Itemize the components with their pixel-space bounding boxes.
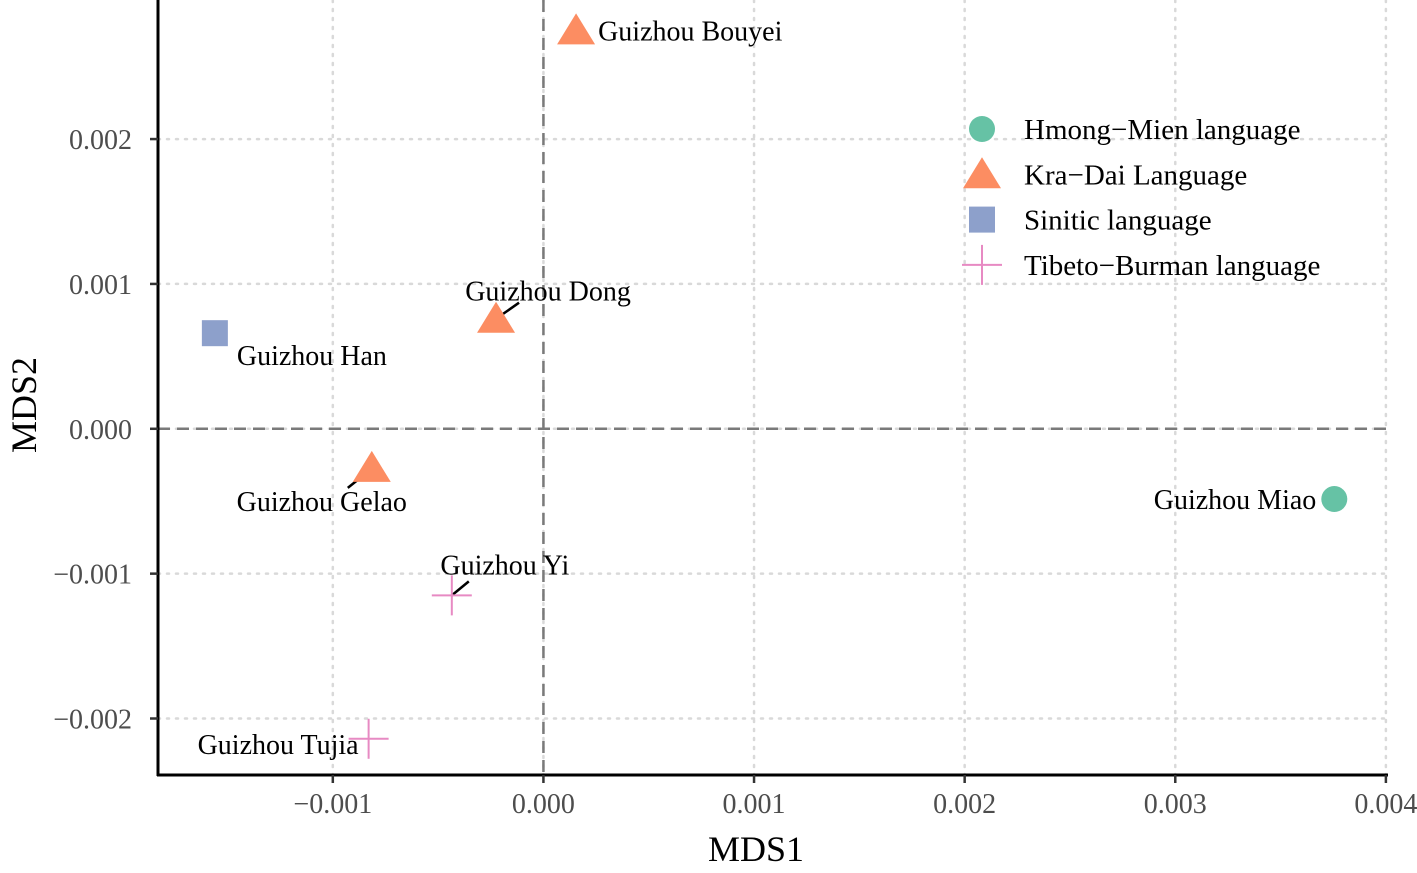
legend-key-tibeto-burman-language: [962, 244, 1002, 285]
x-tick-label-1: 0.000: [512, 789, 575, 820]
legend: Hmong−Mien language Kra−Dai Language Sinit…: [962, 114, 1320, 285]
legend-label-tibeto-burman-language: Tibeto−Burman language: [1024, 250, 1320, 282]
legend-key-kra-dai-language: [963, 157, 1001, 189]
label-guizhou-tujia: Guizhou Tujia: [198, 730, 360, 761]
legend-key-hmong-mien-language: [969, 116, 995, 142]
label-guizhou-dong: Guizhou Dong: [465, 277, 631, 308]
legend-label-sinitic-language: Sinitic language: [1024, 205, 1212, 237]
y-axis-title: MDS2: [4, 357, 44, 453]
point-guizhou-gelao: [352, 450, 391, 482]
y-tick-label-4: 0.002: [69, 125, 132, 156]
x-tick-label-0: −0.001: [293, 789, 372, 820]
label-guizhou-bouyei: Guizhou Bouyei: [598, 16, 783, 47]
x-axis-title: MDS1: [708, 829, 804, 869]
point-guizhou-tujia: [348, 718, 389, 759]
y-tick-label-3: 0.001: [69, 270, 132, 301]
x-tick-label-2: 0.001: [723, 789, 786, 820]
label-guizhou-yi: Guizhou Yi: [440, 550, 569, 581]
point-guizhou-miao: [1321, 486, 1348, 513]
label-guizhou-miao: Guizhou Miao: [1154, 485, 1317, 516]
point-guizhou-han: [201, 320, 228, 347]
y-tick-label-2: 0.000: [69, 415, 132, 446]
legend-label-hmong-mien-language: Hmong−Mien language: [1024, 114, 1301, 146]
reference-lines: [158, 0, 1388, 775]
point-guizhou-dong: [477, 301, 516, 333]
label-guizhou-gelao: Guizhou Gelao: [237, 487, 407, 518]
point-labels: Guizhou Miao Guizhou Bouyei Guizhou Dong Gu…: [198, 16, 1317, 760]
y-axis-ticks: −0.002 −0.001 0.000 0.001 0.002: [53, 125, 158, 736]
label-guizhou-han: Guizhou Han: [237, 341, 387, 372]
x-tick-label-3: 0.002: [933, 789, 996, 820]
legend-key-sinitic-language: [969, 206, 995, 233]
axes: [156, 0, 1388, 777]
leader-guizhou-yi: [451, 580, 470, 597]
point-guizhou-yi: [431, 575, 472, 616]
x-tick-label-4: 0.003: [1144, 789, 1207, 820]
data-points: [201, 13, 1348, 759]
x-axis-ticks: −0.001 0.000 0.001 0.002 0.003 0.004: [293, 775, 1417, 820]
point-guizhou-bouyei: [557, 13, 596, 45]
x-tick-label-5: 0.004: [1354, 789, 1417, 820]
legend-label-kra-dai-language: Kra−Dai Language: [1024, 159, 1247, 191]
y-tick-label-0: −0.002: [53, 705, 132, 736]
y-tick-label-1: −0.001: [53, 560, 132, 591]
